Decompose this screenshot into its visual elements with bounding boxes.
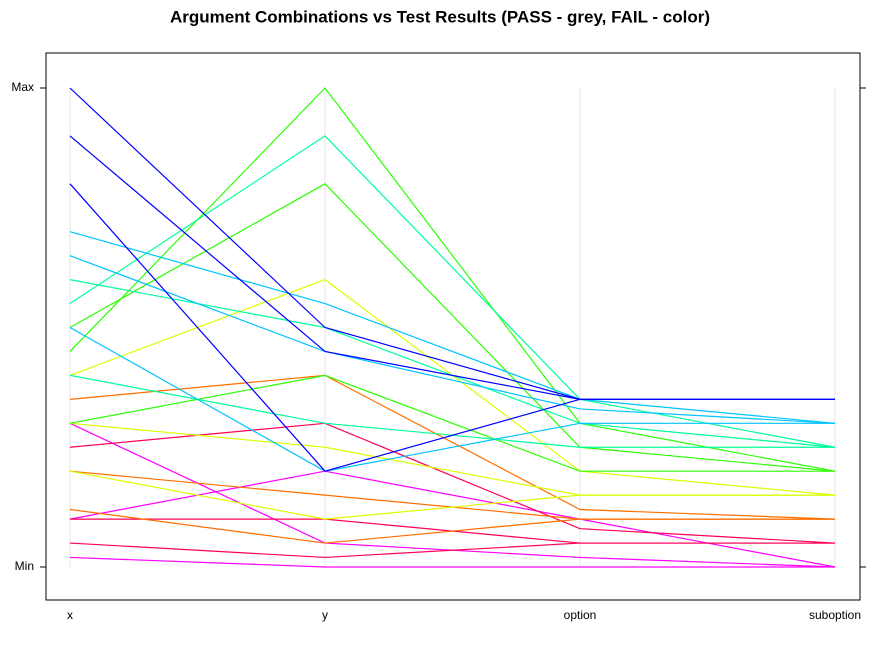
data-line [69,326,835,472]
data-line [69,231,836,424]
y-tick-label: Min [15,559,34,573]
data-line [69,255,836,424]
data-line [69,470,835,520]
plot-frame [45,52,861,601]
data-line [69,183,835,472]
x-tick-label: suboption [809,608,861,622]
data-line [69,374,836,520]
y-tick-label: Max [11,80,34,94]
data-line [69,183,836,472]
x-tick-label: y [322,608,328,622]
data-line [69,87,835,400]
x-tick-label: x [67,608,73,622]
data-line [69,87,836,472]
data-line [69,278,836,496]
chart-title: Argument Combinations vs Test Results (P… [170,7,710,26]
data-line [69,542,835,559]
data-line [69,135,836,448]
data-line [69,556,835,568]
x-tick-label: option [564,608,597,622]
data-line [69,508,835,544]
